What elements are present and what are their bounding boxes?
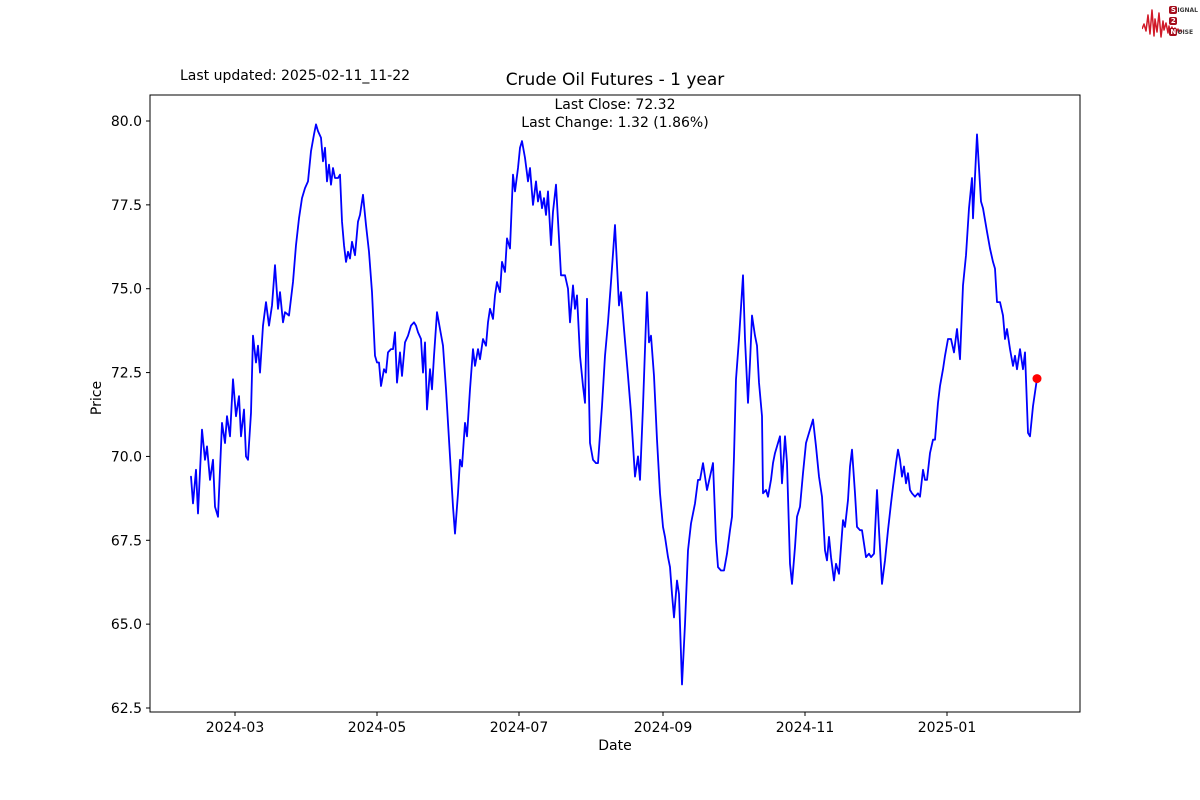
signal2noise-logo: S IGNAL 2 N OISE (1141, 3, 1198, 43)
x-tick-label: 2024-05 (348, 720, 407, 736)
chart-title: Crude Oil Futures - 1 year (505, 70, 725, 90)
y-tick-label: 65.0 (111, 617, 142, 633)
last-updated-text: Last updated: 2025-02-11_11-22 (180, 68, 411, 84)
logo-badge-n: N (1169, 28, 1178, 36)
y-tick-label: 75.0 (111, 282, 142, 298)
last-change-line: Last Change: 1.32 (1.86%) (521, 115, 709, 131)
logo-row-noise: N OISE (1169, 27, 1198, 37)
last-close-line: Last Close: 72.32 (554, 97, 676, 113)
logo-rest-oise: OISE (1177, 28, 1194, 36)
y-tick-label: 80.0 (111, 114, 142, 130)
x-tick-label: 2024-07 (490, 720, 549, 736)
price-line (190, 123, 1038, 686)
y-tick-label: 77.5 (111, 198, 142, 214)
y-axis-label: Price (89, 380, 105, 416)
logo-badge-2: 2 (1169, 17, 1178, 25)
logo-rest-ignal: IGNAL (1177, 6, 1198, 14)
y-tick-label: 67.5 (111, 533, 142, 549)
last-close-marker (1032, 374, 1042, 384)
last-close-annotation: Last Close: 72.32 Last Change: 1.32 (1.8… (0, 96, 1200, 132)
logo-row-signal: S IGNAL (1169, 5, 1198, 15)
x-tick-label: 2024-09 (634, 720, 693, 736)
logo-row-2: 2 (1169, 16, 1198, 26)
y-tick-label: 70.0 (111, 449, 142, 465)
logo-text: S IGNAL 2 N OISE (1169, 5, 1198, 38)
x-tick-label: 2025-01 (918, 720, 977, 736)
x-tick-label: 2024-11 (776, 720, 835, 736)
x-tick-label: 2024-03 (206, 720, 265, 736)
y-tick-label: 72.5 (111, 366, 142, 382)
x-axis-label: Date (598, 738, 632, 754)
logo-badge-s: S (1169, 6, 1178, 14)
axes-frame (149, 94, 1081, 713)
y-tick-label: 62.5 (111, 701, 142, 717)
